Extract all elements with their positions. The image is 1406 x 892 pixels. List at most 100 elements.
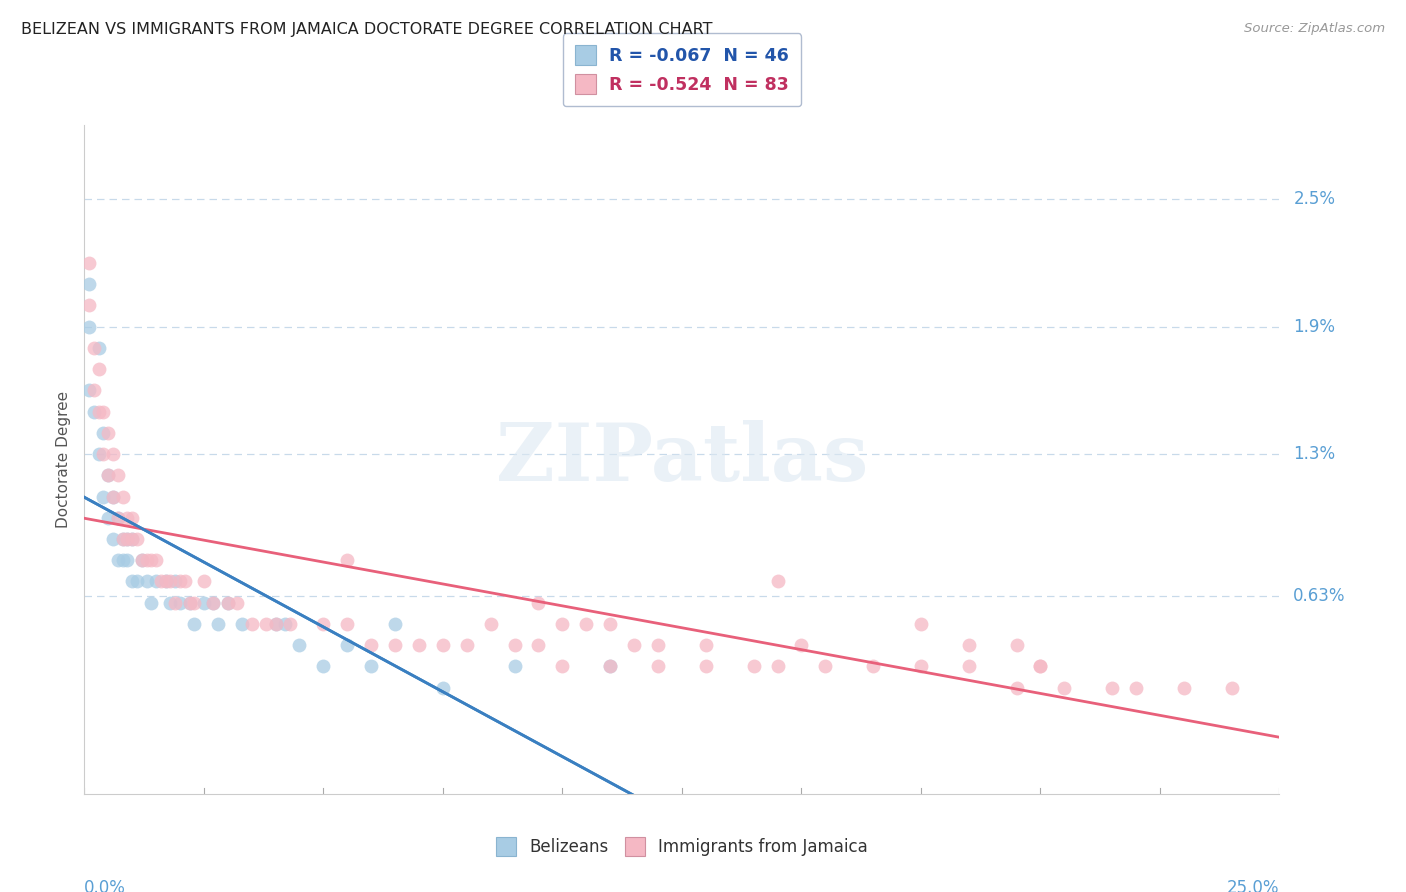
- Point: [107, 510, 129, 524]
- Point: [957, 638, 980, 652]
- Point: [179, 596, 201, 610]
- Point: [101, 490, 124, 504]
- Point: [336, 638, 359, 652]
- Point: [1005, 638, 1028, 652]
- Point: [111, 490, 134, 504]
- Point: [121, 532, 143, 546]
- Point: [217, 596, 239, 610]
- Point: [217, 596, 239, 610]
- Point: [107, 553, 129, 567]
- Point: [111, 532, 134, 546]
- Text: ZIPatlas: ZIPatlas: [496, 420, 868, 499]
- Point: [155, 574, 177, 589]
- Point: [599, 617, 621, 632]
- Point: [165, 574, 187, 589]
- Point: [336, 553, 359, 567]
- Point: [121, 532, 143, 546]
- Point: [173, 574, 195, 589]
- Point: [599, 659, 621, 673]
- Point: [503, 659, 526, 673]
- Point: [87, 447, 110, 461]
- Point: [790, 638, 813, 652]
- Point: [131, 553, 153, 567]
- Point: [1125, 681, 1147, 695]
- Point: [145, 553, 167, 567]
- Point: [766, 574, 789, 589]
- Text: 25.0%: 25.0%: [1227, 879, 1279, 892]
- Text: 1.9%: 1.9%: [1294, 318, 1336, 335]
- Point: [179, 596, 201, 610]
- Point: [169, 596, 191, 610]
- Point: [551, 659, 574, 673]
- Point: [77, 256, 100, 270]
- Point: [107, 510, 129, 524]
- Point: [121, 574, 143, 589]
- Point: [121, 510, 143, 524]
- Point: [141, 596, 163, 610]
- Text: 0.63%: 0.63%: [1294, 587, 1346, 606]
- Point: [169, 574, 191, 589]
- Point: [145, 574, 167, 589]
- Point: [87, 341, 110, 355]
- Point: [193, 596, 215, 610]
- Point: [551, 617, 574, 632]
- Point: [1029, 659, 1052, 673]
- Point: [695, 659, 717, 673]
- Point: [274, 617, 297, 632]
- Point: [527, 638, 550, 652]
- Point: [83, 404, 105, 418]
- Point: [141, 553, 163, 567]
- Text: BELIZEAN VS IMMIGRANTS FROM JAMAICA DOCTORATE DEGREE CORRELATION CHART: BELIZEAN VS IMMIGRANTS FROM JAMAICA DOCT…: [21, 22, 713, 37]
- Point: [93, 490, 115, 504]
- Point: [1053, 681, 1076, 695]
- Point: [264, 617, 287, 632]
- Point: [312, 617, 335, 632]
- Point: [575, 617, 598, 632]
- Text: 2.5%: 2.5%: [1294, 190, 1336, 208]
- Point: [117, 532, 139, 546]
- Point: [527, 596, 550, 610]
- Point: [264, 617, 287, 632]
- Point: [288, 638, 311, 652]
- Point: [503, 638, 526, 652]
- Point: [93, 404, 115, 418]
- Legend: Belizeans, Immigrants from Jamaica: Belizeans, Immigrants from Jamaica: [485, 827, 879, 866]
- Point: [1173, 681, 1195, 695]
- Point: [766, 659, 789, 673]
- Point: [101, 532, 124, 546]
- Point: [312, 659, 335, 673]
- Y-axis label: Doctorate Degree: Doctorate Degree: [56, 391, 72, 528]
- Point: [695, 638, 717, 652]
- Point: [149, 574, 172, 589]
- Point: [226, 596, 249, 610]
- Point: [254, 617, 277, 632]
- Point: [742, 659, 765, 673]
- Point: [599, 659, 621, 673]
- Point: [1029, 659, 1052, 673]
- Point: [131, 553, 153, 567]
- Point: [207, 617, 229, 632]
- Point: [97, 468, 120, 483]
- Point: [910, 617, 932, 632]
- Point: [77, 384, 100, 398]
- Point: [432, 638, 454, 652]
- Point: [111, 553, 134, 567]
- Point: [360, 659, 382, 673]
- Point: [83, 384, 105, 398]
- Point: [111, 532, 134, 546]
- Point: [183, 617, 205, 632]
- Point: [135, 553, 157, 567]
- Point: [910, 659, 932, 673]
- Point: [1101, 681, 1123, 695]
- Point: [202, 596, 225, 610]
- Point: [87, 404, 110, 418]
- Point: [117, 532, 139, 546]
- Point: [384, 617, 406, 632]
- Point: [93, 447, 115, 461]
- Point: [87, 362, 110, 376]
- Point: [77, 277, 100, 292]
- Point: [479, 617, 502, 632]
- Text: Source: ZipAtlas.com: Source: ZipAtlas.com: [1244, 22, 1385, 36]
- Point: [97, 468, 120, 483]
- Point: [278, 617, 301, 632]
